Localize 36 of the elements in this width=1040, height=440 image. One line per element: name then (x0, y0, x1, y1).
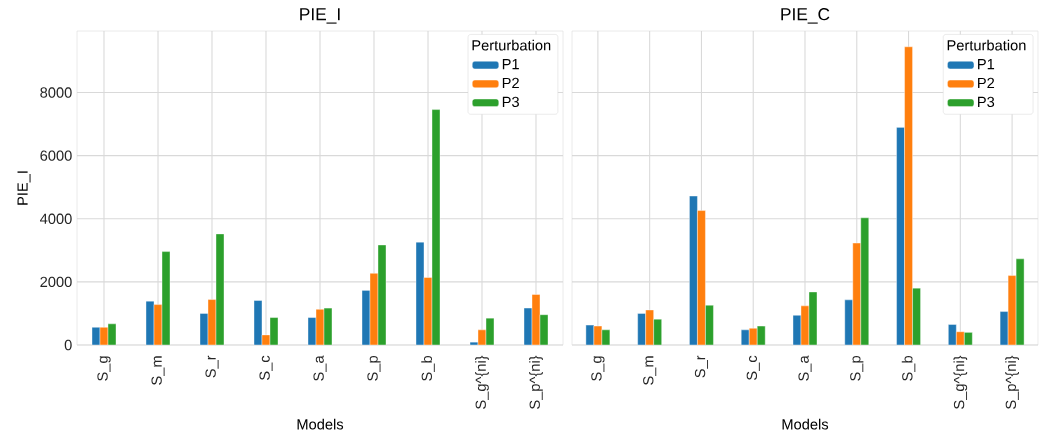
y-tick-label: 6000 (40, 150, 72, 161)
x-tick-label: S_a (798, 355, 812, 381)
x-tick-label: S_c (746, 355, 760, 381)
y-tick-label: 0 (64, 339, 72, 351)
x-tick-label: S_p^{ni} (1005, 355, 1019, 409)
x-tick-label: S_g^{ni} (475, 355, 489, 409)
chart-title: PIE_I (300, 8, 340, 24)
y-tick-label: 8000 (40, 87, 72, 98)
legend-label: P1 (502, 59, 519, 70)
x-tick-label: S_b (421, 356, 435, 381)
x-tick-label: S_r (694, 355, 709, 378)
x-axis-title: Models (782, 418, 829, 430)
legend-label: P3 (978, 96, 995, 108)
legend-label: P2 (978, 77, 995, 89)
y-axis-title: PIE_I (17, 171, 31, 205)
x-tick-label: S_p^{ni} (529, 355, 543, 409)
legend-label: P3 (502, 96, 519, 108)
x-axis-title: Models (297, 418, 344, 430)
x-tick-label: S_g (97, 356, 111, 381)
x-tick-label: S_m (643, 356, 657, 385)
chart-title: PIE_C (781, 8, 830, 24)
x-tick-label: S_p (850, 356, 864, 381)
x-tick-label: S_r (205, 355, 219, 378)
x-tick-label: S_b (901, 356, 916, 381)
y-tick-label: 4000 (40, 213, 72, 224)
legend-title: Perturbation (472, 39, 551, 51)
legend-label: P1 (978, 59, 995, 70)
y-tick-label: 2000 (40, 276, 72, 288)
legend-title: Perturbation (947, 39, 1026, 51)
x-tick-label: S_p (367, 356, 381, 381)
x-tick-label: S_g (591, 356, 605, 381)
legend-label: P2 (502, 77, 519, 89)
x-tick-label: S_g^{ni} (953, 355, 968, 409)
x-tick-label: S_c (259, 355, 273, 381)
x-tick-label: S_m (151, 356, 165, 385)
x-tick-label: S_a (313, 355, 327, 381)
